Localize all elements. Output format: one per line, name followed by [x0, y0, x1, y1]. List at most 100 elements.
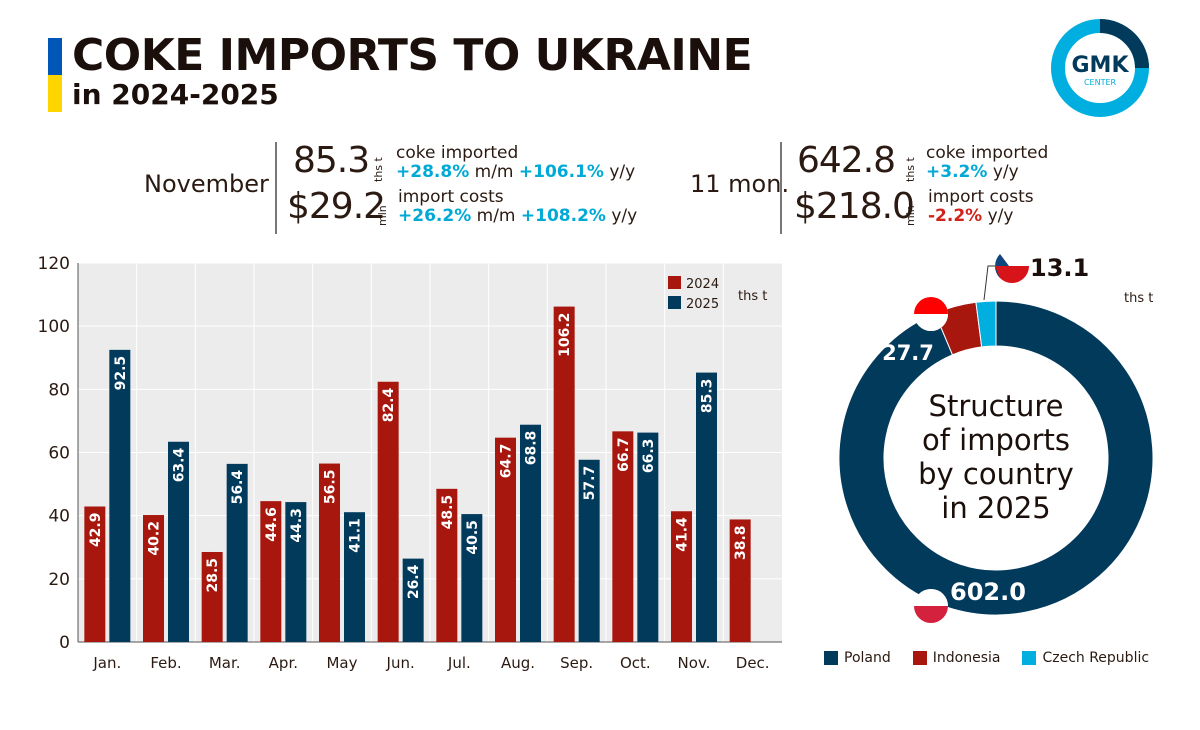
x-tick-label: Jun. — [386, 654, 415, 672]
donut-title-line: of imports — [922, 423, 1070, 457]
monthly-imports-bar-chart: 0 20 40 60 80 100 120 Jan. 42.9 92.5 Feb. 40.2 63.4 M… — [38, 254, 782, 672]
month-volume-unit: ths t — [372, 157, 385, 182]
flag-top — [914, 297, 948, 314]
bar-2025 — [637, 432, 659, 642]
x-tick-label: Feb. — [150, 654, 181, 672]
bar-value-label: 68.8 — [524, 431, 540, 466]
bar-2024 — [143, 515, 164, 642]
ytd-volume-change: +3.2% y/y — [926, 162, 1019, 182]
czech-flag-icon — [995, 249, 1029, 283]
bar-value-label: 40.2 — [147, 521, 163, 556]
legend-item-indonesia: Indonesia — [912, 650, 1000, 666]
ytd-period: 11 mon. — [690, 170, 790, 198]
donut-value-label: 13.1 — [1030, 254, 1089, 282]
legend-label-2025: 2025 — [686, 297, 719, 312]
bar-value-label: 44.3 — [289, 508, 305, 543]
legend-swatch-2024 — [668, 276, 681, 289]
donut-slice-poland — [838, 300, 1154, 616]
legend-label-2024: 2024 — [686, 277, 719, 292]
month-volume-label: coke imported — [396, 143, 519, 163]
legend-item-poland: Poland — [824, 650, 891, 666]
divider — [780, 142, 782, 234]
y-tick-label: 60 — [48, 444, 70, 464]
donut-value-label: 27.7 — [882, 341, 934, 365]
bar-value-label: 26.4 — [406, 564, 422, 599]
donut-title-line: Structure — [929, 389, 1064, 423]
bar-2024 — [729, 519, 751, 642]
flag-bottom — [914, 606, 948, 623]
donut-title-line: in 2025 — [941, 491, 1050, 525]
ytd-cost-change: -2.2% y/y — [928, 206, 1014, 226]
flag-top — [914, 589, 948, 606]
bar-2024 — [377, 381, 399, 642]
month-period: November — [144, 170, 269, 198]
ytd-volume-label: coke imported — [926, 143, 1049, 163]
bar-value-label: 56.5 — [323, 470, 339, 505]
bar-value-label: 66.3 — [641, 439, 657, 474]
y-tick-label: 80 — [48, 380, 70, 400]
bar-2025 — [285, 502, 307, 642]
y-tick-label: 120 — [38, 254, 70, 274]
flag-triangle — [995, 254, 1009, 278]
gmk-center-logo: GMK CENTER — [1051, 19, 1149, 117]
bar-value-label: 41.4 — [675, 517, 691, 552]
donut-legend: Poland Indonesia Czech Republic — [824, 650, 1149, 666]
legend-swatch-2025 — [668, 296, 681, 309]
bar-2025 — [168, 441, 189, 642]
ytd-cost: $218.0 — [794, 186, 915, 227]
ytd-volume-unit: ths t — [904, 157, 917, 182]
bar-value-label: 28.5 — [205, 558, 221, 593]
bar-2024 — [553, 306, 575, 642]
legend-item-czech-republic: Czech Republic — [1022, 650, 1149, 666]
month-cost: $29.2 — [287, 186, 386, 227]
bar-value-label: 106.2 — [557, 313, 573, 357]
bar-2025 — [696, 372, 717, 642]
logo-subtext: CENTER — [1084, 78, 1117, 87]
bar-value-label: 57.7 — [582, 466, 598, 501]
month-cost-unit: mln — [376, 205, 389, 226]
y-tick-label: 20 — [48, 570, 70, 590]
ytd-cost-unit: mln — [904, 205, 917, 226]
ukraine-flag-bar — [48, 38, 62, 112]
indonesia-flag-icon — [914, 297, 948, 331]
leader-line — [983, 265, 996, 301]
x-tick-label: Sep. — [560, 654, 593, 672]
unit-label: ths t — [738, 289, 767, 304]
ytd-cost-label: import costs — [928, 187, 1034, 207]
x-tick-label: May — [326, 654, 357, 672]
poland-flag-icon — [914, 589, 948, 623]
y-tick-label: 0 — [59, 633, 70, 653]
x-tick-label: Dec. — [736, 654, 770, 672]
divider — [275, 142, 277, 234]
bar-2024 — [671, 511, 692, 642]
bar-value-label: 42.9 — [88, 513, 104, 548]
bar-2024 — [260, 501, 282, 642]
flag-bottom — [995, 266, 1029, 283]
bar-2024 — [495, 437, 516, 642]
bar-2025 — [344, 512, 365, 642]
bar-value-label: 85.3 — [700, 379, 716, 414]
x-tick-label: Jan. — [92, 654, 121, 672]
page-title: COKE IMPORTS TO UKRAINE — [72, 30, 753, 81]
bar-value-label: 64.7 — [499, 444, 515, 479]
logo-text: GMK — [1072, 53, 1130, 78]
donut-title-line: by country — [918, 457, 1074, 491]
bar-value-label: 56.4 — [230, 470, 246, 505]
bar-value-label: 48.5 — [440, 495, 456, 530]
bar-2024 — [201, 551, 223, 642]
bar-2025 — [461, 514, 483, 642]
x-tick-label: Mar. — [209, 654, 241, 672]
bar-value-label: 40.5 — [465, 520, 481, 555]
bar-value-label: 92.5 — [113, 356, 129, 391]
bar-2024 — [84, 506, 106, 642]
bar-2024 — [612, 431, 634, 642]
month-cost-change: +26.2% m/m +108.2% y/y — [398, 206, 638, 226]
x-tick-label: Oct. — [620, 654, 651, 672]
bar-2025 — [520, 424, 541, 642]
donut-slice-czech-republic — [975, 300, 997, 348]
bar-value-label: 38.8 — [733, 525, 749, 560]
bar-2025 — [578, 459, 600, 642]
bar-2025 — [402, 558, 424, 642]
bar-value-label: 66.7 — [616, 437, 632, 472]
month-cost-label: import costs — [398, 187, 504, 207]
